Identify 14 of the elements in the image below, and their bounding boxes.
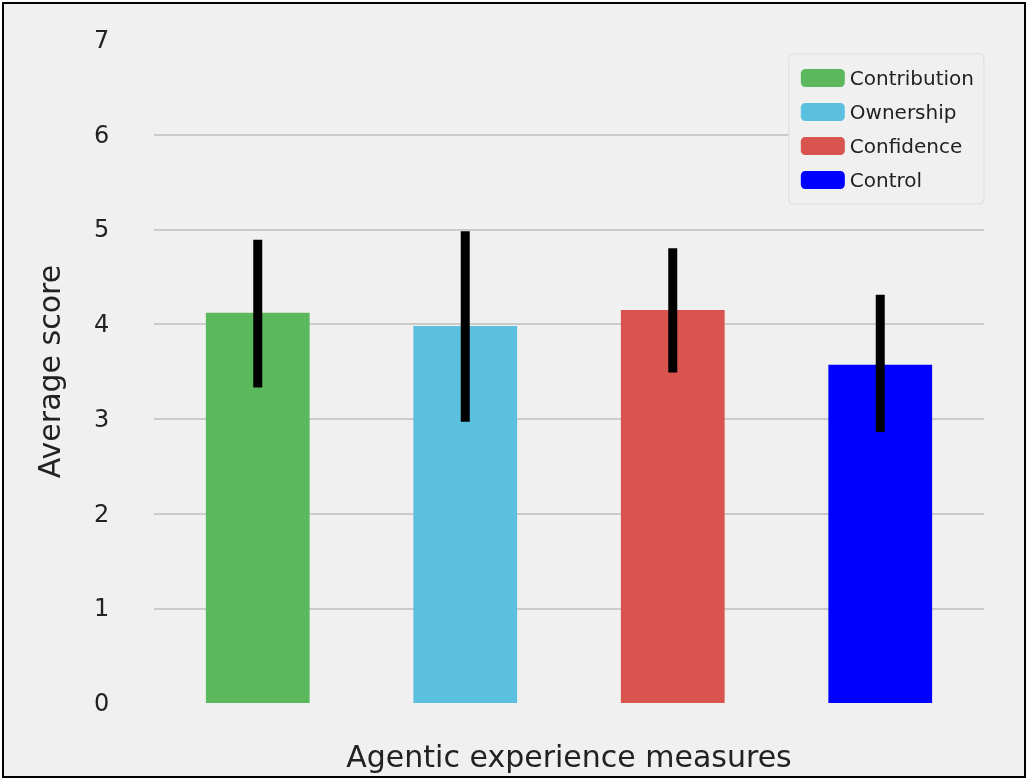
legend-label: Ownership	[849, 100, 957, 124]
y-tick-label: 3	[94, 404, 110, 433]
legend-label: Confidence	[849, 134, 963, 158]
x-axis-title: Agentic experience measures	[346, 738, 792, 774]
y-tick-label: 2	[94, 499, 110, 528]
y-axis-title: Average score	[31, 264, 67, 479]
y-tick-label: 1	[94, 594, 110, 623]
legend-label: Contribution	[849, 66, 975, 90]
y-tick-label: 0	[94, 689, 110, 717]
y-tick-label: 7	[94, 26, 110, 54]
y-tick-label: 4	[94, 310, 110, 339]
y-tick-label: 5	[94, 215, 110, 244]
y-tick-label: 6	[94, 120, 110, 149]
legend-label: Control	[849, 168, 923, 192]
